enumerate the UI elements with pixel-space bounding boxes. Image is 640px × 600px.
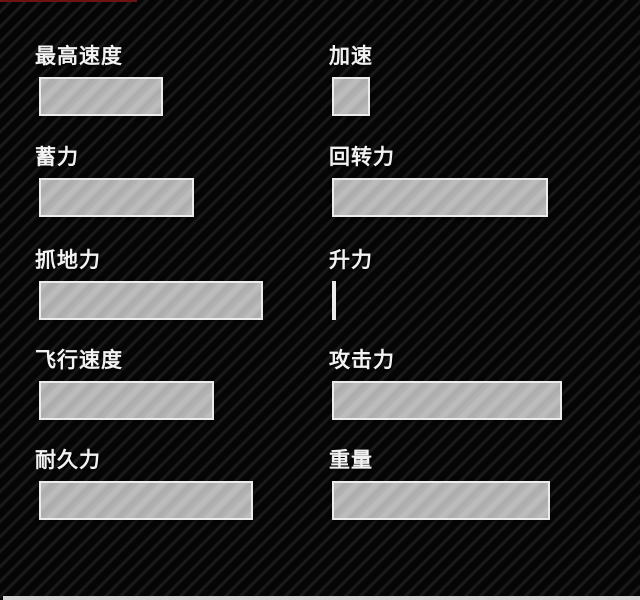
stat-acceleration: 加速 (329, 46, 373, 116)
stat-bar-weight (332, 481, 550, 520)
stat-label-grip: 抓地力 (35, 249, 101, 272)
stat-flight-speed: 飞行速度 (35, 350, 214, 420)
stat-label-weight: 重量 (329, 449, 373, 472)
stat-lift: 升力 (329, 250, 373, 320)
stat-label-flight-speed: 飞行速度 (35, 349, 123, 372)
stat-grip: 抓地力 (35, 250, 263, 320)
stat-label-max-speed: 最高速度 (35, 45, 123, 68)
stat-label-charge: 蓄力 (35, 146, 79, 169)
stat-turning: 回转力 (329, 147, 548, 217)
stat-label-lift: 升力 (329, 249, 373, 272)
stat-label-acceleration: 加速 (329, 45, 373, 68)
stat-bar-attack (332, 381, 562, 420)
stat-durability: 耐久力 (35, 450, 253, 520)
bottom-edge-strip (3, 596, 640, 600)
stat-bar-grip (39, 281, 263, 320)
stat-label-attack: 攻击力 (329, 349, 395, 372)
stat-bar-flight-speed (39, 381, 214, 420)
stat-bar-durability (39, 481, 253, 520)
stat-charge: 蓄力 (35, 147, 194, 217)
stat-max-speed: 最高速度 (35, 46, 163, 116)
stat-label-turning: 回转力 (329, 146, 395, 169)
stat-bar-max-speed (39, 77, 163, 116)
top-red-sliver (0, 0, 137, 2)
stat-bar-turning (332, 178, 548, 217)
stat-bar-charge (39, 178, 194, 217)
stat-weight: 重量 (329, 450, 550, 520)
stat-bar-acceleration (332, 77, 370, 116)
stat-label-durability: 耐久力 (35, 449, 101, 472)
stat-attack: 攻击力 (329, 350, 562, 420)
stat-bar-lift (332, 281, 336, 320)
